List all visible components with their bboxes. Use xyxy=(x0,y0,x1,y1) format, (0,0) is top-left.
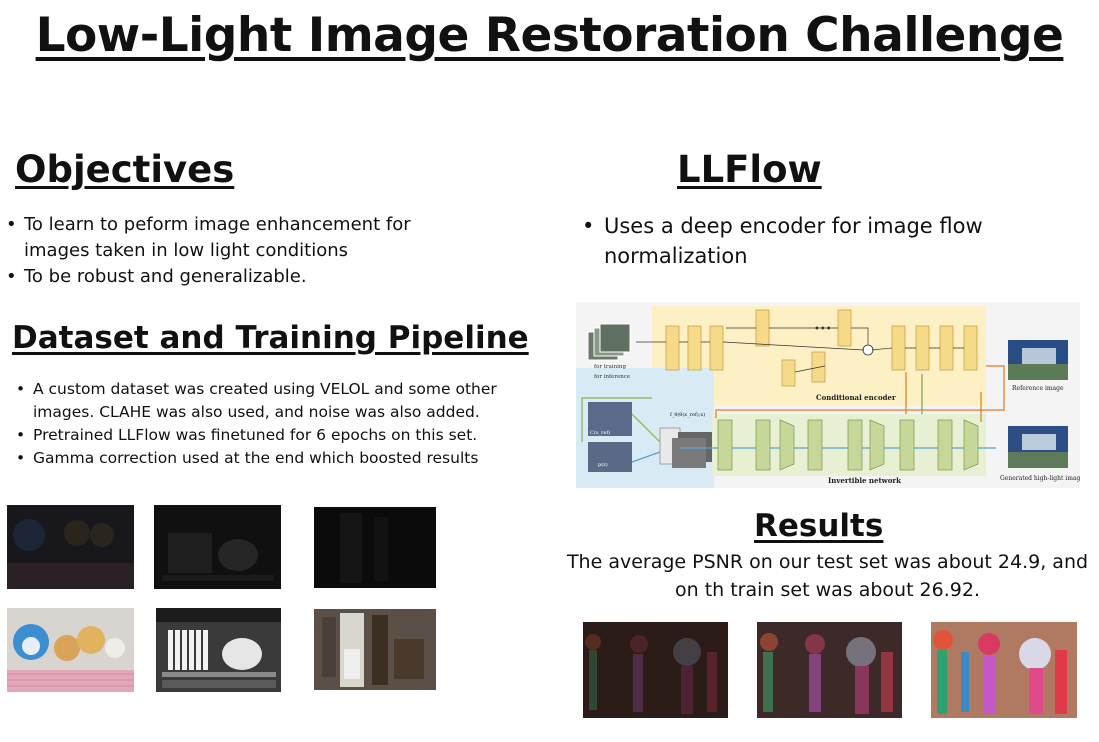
c-label: C(x_ref) xyxy=(590,429,610,436)
f-label: f_θ(θ(x_ref);x) xyxy=(670,411,705,418)
tassels-medium-art xyxy=(757,622,902,718)
objectives-item: To be robust and generalizable. xyxy=(6,264,426,290)
llflow-heading: LLFlow xyxy=(677,148,822,191)
llflow-list: Uses a deep encoder for image flow norma… xyxy=(582,211,1052,271)
dishes-dark-art xyxy=(154,505,281,589)
objectives-item-text: To learn to peform image enhancement for… xyxy=(24,214,411,261)
result-image-intermediate xyxy=(757,622,902,718)
toys-dark-art xyxy=(7,505,134,589)
objectives-list: To learn to peform image enhancement for… xyxy=(6,212,426,290)
toys-bright-art xyxy=(7,608,134,692)
reference-image-label: Reference image xyxy=(1012,385,1064,392)
results-heading: Results xyxy=(754,508,884,544)
dataset-item: A custom dataset was created using VELOL… xyxy=(16,378,526,424)
conditional-encoder-label: Conditional encoder xyxy=(816,393,896,402)
p-map-image xyxy=(588,442,632,472)
llflow-item-text: Uses a deep encoder for image flow norma… xyxy=(604,214,983,268)
sample-enhanced-toys xyxy=(7,608,134,692)
sample-enhanced-dishes xyxy=(156,608,281,692)
sample-enhanced-room xyxy=(314,609,436,690)
objectives-item: To learn to peform image enhancement for… xyxy=(6,212,426,264)
architecture-svg: ••• Conditional encoder Invertible netwo… xyxy=(576,306,1084,488)
legend-training: for training xyxy=(594,364,626,370)
generated-image-art xyxy=(1008,426,1068,468)
sample-lowlight-toys xyxy=(7,505,134,589)
input-image-stack xyxy=(587,323,631,361)
poster-title: Low-Light Image Restoration Challenge xyxy=(35,8,1064,63)
tassels-bright-art xyxy=(931,622,1077,718)
flow-blocks xyxy=(717,419,979,471)
dataset-item: Pretrained LLFlow was finetuned for 6 ep… xyxy=(16,424,526,447)
ellipsis-label: ••• xyxy=(814,324,832,335)
middle-stack xyxy=(672,432,712,468)
reference-image-art xyxy=(1008,340,1068,380)
dataset-list: A custom dataset was created using VELOL… xyxy=(16,378,526,470)
sum-node xyxy=(862,344,874,356)
legend-inference: for inference xyxy=(594,374,630,380)
llflow-item: Uses a deep encoder for image flow norma… xyxy=(582,211,1052,271)
generated-image-label: Generated high-light image xyxy=(1000,475,1080,482)
llflow-architecture-diagram: ••• Conditional encoder Invertible netwo… xyxy=(576,302,1084,488)
objectives-heading: Objectives xyxy=(15,148,235,191)
dataset-item-text: Pretrained LLFlow was finetuned for 6 ep… xyxy=(33,426,478,444)
c-map-image xyxy=(588,402,632,436)
dataset-heading: Dataset and Training Pipeline xyxy=(12,320,529,356)
sample-lowlight-room xyxy=(314,507,436,588)
invertible-network-label: Invertible network xyxy=(828,476,901,485)
room-dark-art xyxy=(314,507,436,588)
room-bright-art xyxy=(314,609,436,690)
dishes-bright-art xyxy=(156,608,281,692)
p-label: p(z) xyxy=(598,461,608,468)
dataset-item-text: A custom dataset was created using VELOL… xyxy=(33,380,497,421)
result-image-enhanced xyxy=(931,622,1077,718)
encoder-arrows xyxy=(636,327,964,373)
dataset-item: Gamma correction used at the end which b… xyxy=(16,447,526,470)
sample-lowlight-dishes xyxy=(154,505,281,589)
dataset-item-text: Gamma correction used at the end which b… xyxy=(33,449,479,467)
flow-arrows xyxy=(581,365,1005,463)
tassels-dark-art xyxy=(583,622,728,718)
results-text: The average PSNR on our test set was abo… xyxy=(566,551,1089,601)
result-image-input xyxy=(583,622,728,718)
objectives-item-text: To be robust and generalizable. xyxy=(24,266,307,287)
